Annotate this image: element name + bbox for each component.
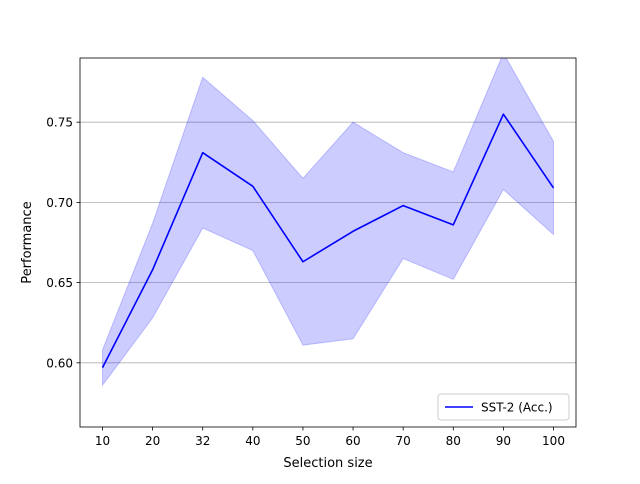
x-tick-label: 70	[396, 434, 411, 448]
x-tick-label: 80	[446, 434, 461, 448]
x-tick-label: 40	[245, 434, 260, 448]
y-tick-label: 0.70	[46, 196, 73, 210]
y-tick-label: 0.75	[46, 116, 73, 130]
x-tick-label: 32	[195, 434, 210, 448]
legend: SST-2 (Acc.)	[437, 393, 570, 421]
x-tick-label: 90	[496, 434, 511, 448]
x-axis-label: Selection size	[283, 456, 372, 471]
plot-frame	[79, 57, 577, 428]
x-axis-ticks: 10 20 32 40 50 60 70 80 90 100	[95, 427, 565, 448]
y-tick-label: 0.65	[46, 276, 73, 290]
y-axis-ticks: 0.60 0.65 0.70 0.75	[46, 116, 80, 370]
legend-label: SST-2 (Acc.)	[481, 401, 553, 415]
x-tick-label: 20	[145, 434, 160, 448]
series-lines	[101, 113, 555, 369]
y-axis-label: Performance	[20, 201, 35, 283]
confidence-bands	[102, 58, 554, 387]
x-tick-label: 50	[295, 434, 310, 448]
x-tick-label: 10	[95, 434, 110, 448]
confidence-band	[102, 58, 554, 387]
y-tick-label: 0.60	[46, 356, 73, 370]
series-line	[101, 113, 555, 369]
gridlines	[80, 121, 576, 364]
x-tick-label: 60	[345, 434, 360, 448]
legend-box	[437, 393, 570, 421]
x-tick-label: 100	[542, 434, 565, 448]
